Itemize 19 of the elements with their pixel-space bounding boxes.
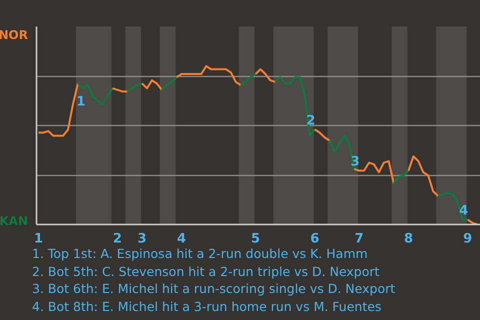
annotation: 3: [350, 154, 360, 170]
annotation: 2: [306, 113, 316, 128]
x-tick-label: 3: [138, 232, 147, 246]
x-tick-label: 9: [463, 232, 472, 246]
x-tick-label: 8: [404, 232, 413, 246]
x-tick-label: 7: [354, 232, 364, 246]
x-tick-label: 6: [310, 232, 320, 246]
text: 2. Bot 5th: C. Stevenson hit a 2-run triple vs D. Nexport: [32, 262, 380, 280]
text: 3. Bot 6th: E. Michel hit a run-scoring single vs D. Nexport: [32, 280, 396, 298]
x-tick-label: 1: [34, 232, 43, 246]
text: KAN: [0, 213, 28, 230]
x-tick-label: 2: [112, 232, 122, 246]
text: 4. Bot 8th: E. Michel hit a 3-run home run vs M. Fuentes: [32, 298, 382, 315]
text: NOR: [0, 27, 28, 44]
annotation: 4: [459, 204, 468, 219]
annotation: 1: [76, 94, 86, 110]
x-tick-label: 5: [251, 232, 260, 246]
x-tick-label: 4: [177, 232, 186, 246]
text: 1. Top 1st: A. Espinosa hit a 2-run double vs K. Hamm: [32, 245, 369, 262]
